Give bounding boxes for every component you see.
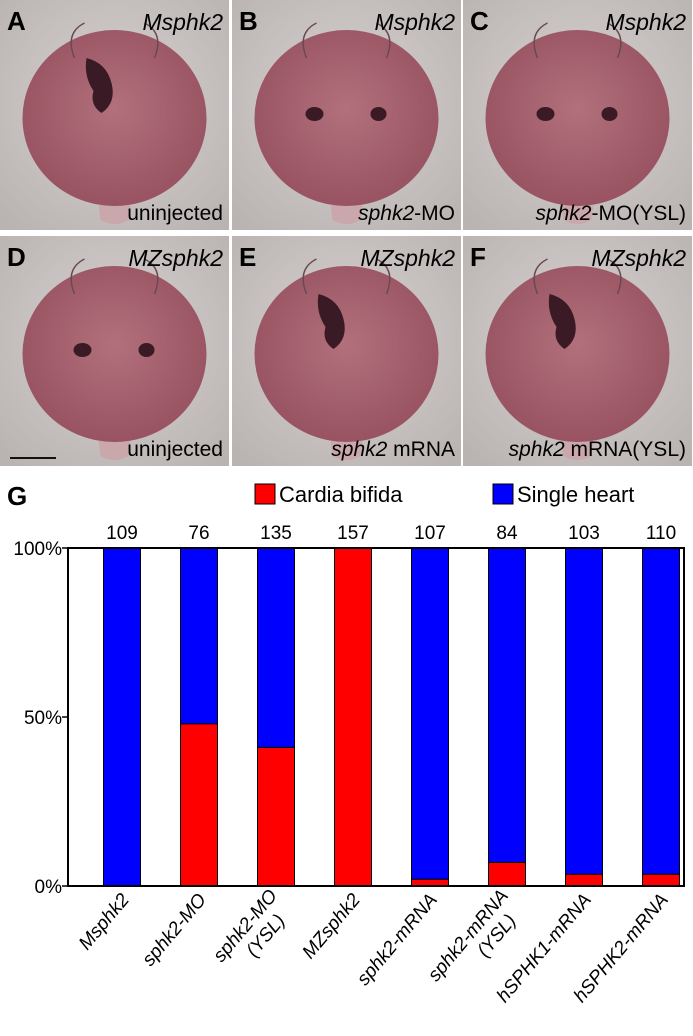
y-tick-label: 0% (35, 877, 63, 898)
embryo (485, 30, 670, 206)
count-label: 135 (260, 523, 292, 544)
condition-part: sphk2 (358, 202, 414, 225)
bar-segment (257, 746, 295, 887)
count-label: 103 (568, 523, 600, 544)
legend-label: Cardia bifida (279, 482, 403, 507)
embryo (254, 266, 439, 442)
bar-segment (488, 547, 526, 863)
eye-outline (533, 22, 622, 59)
condition-part: mRNA(YSL) (565, 438, 686, 461)
condition-label: uninjected (127, 202, 223, 225)
eye-outline (302, 258, 391, 295)
plot-frame (67, 547, 685, 887)
condition-label: uninjected (127, 438, 223, 461)
condition-part: sphk2 (535, 202, 591, 225)
eye-outline (533, 258, 622, 295)
condition-part: sphk2 (509, 438, 565, 461)
bar-segment (642, 873, 680, 887)
count-label: 157 (337, 523, 369, 544)
eye-outline (302, 22, 391, 59)
x-tick-label: sphk2-MO (138, 890, 211, 971)
legend-swatch (492, 483, 514, 505)
condition-part: uninjected (127, 202, 223, 225)
gene-label: MZsphk2 (128, 245, 223, 271)
panel-letter: C (470, 6, 489, 36)
bar-segment (565, 547, 603, 875)
panel-letter: A (7, 6, 26, 36)
count-label: 76 (188, 523, 209, 544)
chart: G Cardia bifida Single heart 0% 50% 100% 109 Ms… (7, 481, 685, 1007)
legend-swatch (254, 483, 276, 505)
gene-label: Msphk2 (374, 9, 455, 35)
bar-segment (411, 547, 449, 880)
heart-stain (548, 294, 576, 349)
heart-stain (370, 107, 387, 121)
bar-segment (257, 547, 295, 748)
condition-label: sphk2 mRNA (331, 438, 455, 461)
gene-label: MZsphk2 (360, 245, 455, 271)
heart-stain (305, 107, 324, 121)
panel-letter: B (239, 6, 258, 36)
embryo (254, 30, 439, 206)
eye-outline (70, 22, 159, 59)
condition-part: sphk2 (331, 438, 387, 461)
condition-part: uninjected (127, 438, 223, 461)
bar-segment (180, 723, 218, 887)
gene-label: Msphk2 (142, 9, 223, 35)
condition-label: sphk2 mRNA(YSL) (509, 438, 686, 461)
heart-stain (85, 58, 113, 113)
heart-stain (536, 107, 555, 121)
embryo (485, 266, 670, 442)
count-label: 109 (106, 523, 138, 544)
bar-segment (642, 547, 680, 875)
condition-label: sphk2-MO(YSL) (535, 202, 686, 225)
count-label: 84 (496, 523, 518, 544)
legend-label: Single heart (517, 482, 634, 507)
condition-label: sphk2-MO (358, 202, 455, 225)
condition-part: mRNA (387, 438, 455, 461)
eye-outline (70, 258, 159, 295)
heart-stain (317, 294, 345, 349)
heart-stain (601, 107, 618, 121)
bar-segment (180, 547, 218, 725)
bar-segment (488, 861, 526, 887)
y-tick-label: 100% (13, 539, 62, 560)
heart-stain (138, 343, 155, 357)
panel-letter: G (7, 481, 27, 511)
count-label: 107 (414, 523, 446, 544)
bar-segment (565, 873, 603, 887)
bar-segment (103, 547, 141, 887)
embryo (22, 266, 207, 442)
panel-letter: E (239, 242, 256, 272)
y-tick-label: 50% (24, 708, 62, 729)
gene-label: Msphk2 (605, 9, 686, 35)
panel-letter: D (7, 242, 26, 272)
bar-segment (334, 547, 372, 887)
embryo (22, 30, 207, 206)
x-tick-label: MZsphk2 (299, 889, 366, 963)
condition-part: -MO(YSL) (592, 202, 687, 225)
bar-segment (411, 878, 449, 887)
x-tick-label: sphk2-MO(YSL) (209, 886, 298, 981)
count-label: 110 (646, 523, 676, 544)
heart-stain (73, 343, 92, 357)
condition-part: -MO (414, 202, 455, 225)
x-tick-label: Msphk2 (75, 889, 134, 954)
panel-letter: F (470, 242, 486, 272)
gene-label: MZsphk2 (591, 245, 686, 271)
